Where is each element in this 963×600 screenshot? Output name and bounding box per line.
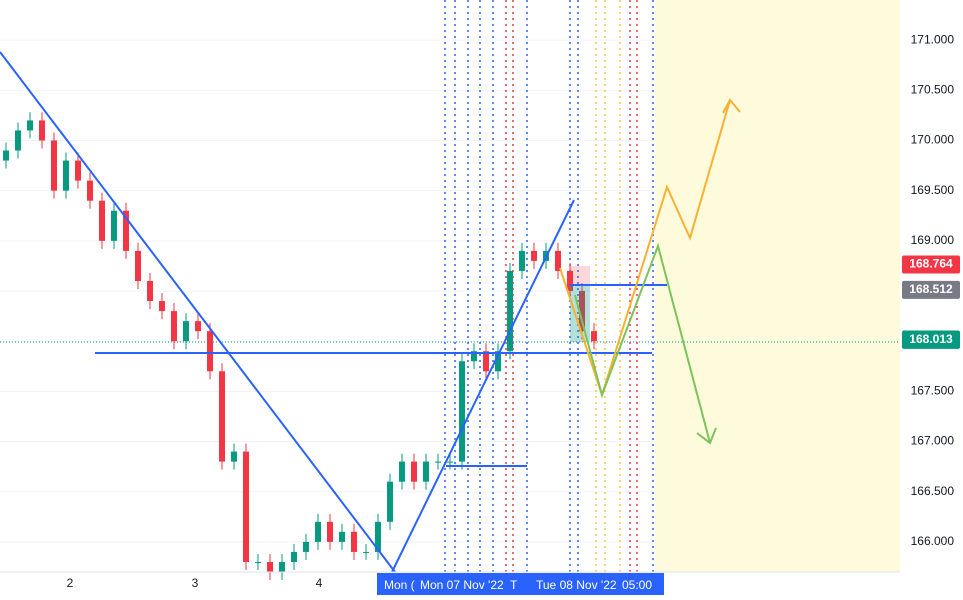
price-badge-label: 168.764	[909, 257, 953, 271]
candle-body	[315, 521, 321, 542]
candle-body	[279, 561, 285, 572]
drawings	[0, 51, 741, 573]
candle-body	[507, 270, 513, 352]
time-badge: T	[510, 578, 518, 592]
candle-body	[111, 210, 117, 241]
candle-body	[219, 371, 225, 462]
candle-body	[339, 531, 345, 542]
time-label: 2	[67, 576, 74, 590]
candle-body	[267, 561, 273, 572]
candle-body	[579, 291, 585, 332]
candle-body	[63, 160, 69, 191]
time-badge-bg	[377, 573, 664, 595]
candle-body	[471, 351, 477, 362]
candle-body	[423, 461, 429, 482]
y-tick-label: 166.500	[911, 484, 955, 498]
candle-body	[327, 521, 333, 542]
y-tick-label: 170.500	[911, 82, 955, 96]
y-tick-label: 166.000	[911, 534, 955, 548]
time-badge: Tue 08 Nov '22	[536, 578, 617, 592]
price-badge	[902, 255, 960, 274]
candle-body	[183, 321, 189, 342]
candle-body	[399, 461, 405, 482]
time-badge: 05:00	[622, 578, 652, 592]
y-tick-label: 167.000	[911, 434, 955, 448]
y-tick-label: 171.000	[911, 32, 955, 46]
candle-body	[447, 461, 453, 463]
candle-body	[363, 551, 369, 553]
price-badge	[902, 280, 960, 299]
candle-body	[159, 301, 165, 312]
candle-body	[99, 200, 105, 241]
candle-body	[291, 551, 297, 562]
candle-body	[411, 461, 417, 482]
candle-body	[495, 351, 501, 372]
candle-body	[207, 331, 213, 372]
candle-body	[531, 250, 537, 261]
time-badge: Mon 07 Nov '22	[420, 578, 504, 592]
candle-body	[519, 250, 525, 271]
candle-body	[351, 531, 357, 552]
time-label: 3	[192, 576, 199, 590]
price-badge-label: 168.013	[909, 332, 953, 346]
candle-body	[387, 481, 393, 522]
candle-body	[231, 451, 237, 462]
candle-body	[555, 250, 561, 271]
candle-body	[435, 461, 441, 463]
price-badge-label: 168.512	[909, 282, 953, 296]
candle-body	[483, 351, 489, 372]
candle-body	[27, 120, 33, 131]
candle-body	[135, 250, 141, 281]
y-tick-label: 169.000	[911, 233, 955, 247]
candle-body	[3, 150, 9, 161]
forecast-zone	[655, 0, 900, 572]
candle-body	[87, 180, 93, 201]
y-tick-label: 170.000	[911, 133, 955, 147]
candle-body	[171, 311, 177, 342]
candle-body	[459, 361, 465, 462]
candle-body	[567, 270, 573, 292]
time-badge: Mon (	[384, 578, 415, 592]
candle-body	[15, 130, 21, 151]
time-label: 4	[316, 576, 323, 590]
candle-body	[243, 451, 249, 562]
candle-body	[591, 331, 597, 342]
candle-body	[147, 280, 153, 302]
candle-body	[75, 160, 81, 181]
candle-body	[51, 140, 57, 191]
candle-body	[195, 321, 201, 332]
candle-body	[303, 541, 309, 552]
y-tick-label: 169.500	[911, 183, 955, 197]
price-badge	[902, 330, 960, 349]
risk-box	[570, 266, 590, 286]
candle-body	[375, 521, 381, 552]
candle-body	[39, 120, 45, 141]
candle-body	[123, 210, 129, 251]
candle-body	[255, 561, 261, 563]
y-tick-label: 167.500	[911, 384, 955, 398]
